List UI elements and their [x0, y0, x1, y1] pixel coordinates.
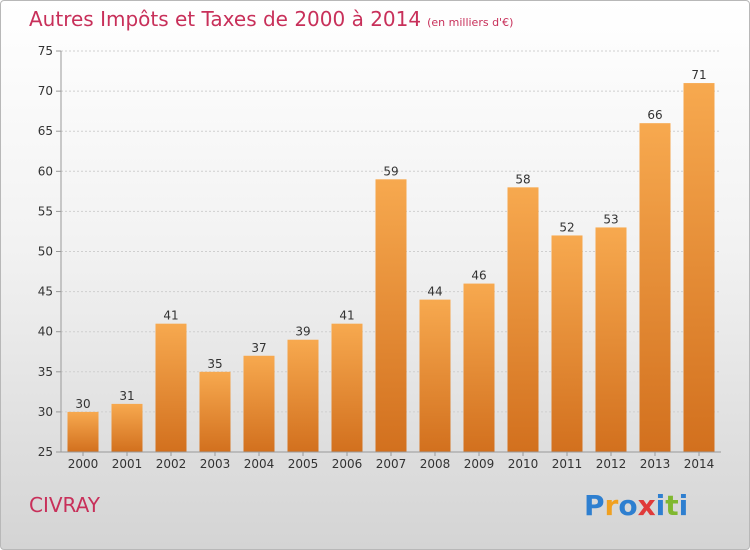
y-tick-label: 65: [38, 124, 53, 138]
bar-value-label: 31: [119, 389, 134, 403]
bar-value-label: 44: [427, 285, 442, 299]
x-tick-label: 2001: [112, 457, 143, 471]
bar: [507, 187, 539, 452]
bar-value-label: 53: [603, 212, 618, 226]
x-tick-label: 2005: [288, 457, 319, 471]
labels: 25 30 35 40 45 50 55 60 65 70 75 30 2000 31 2001 41 2002…: [38, 44, 715, 471]
x-tick-label: 2013: [640, 457, 671, 471]
y-tick-label: 30: [38, 405, 53, 419]
bar-value-label: 30: [75, 397, 90, 411]
x-tick-label: 2004: [244, 457, 275, 471]
y-tick-label: 70: [38, 84, 53, 98]
logo-letter: i: [678, 489, 689, 522]
logo-letter: x: [637, 489, 656, 522]
bar: [287, 339, 319, 452]
bar: [683, 83, 715, 452]
bar-value-label: 58: [515, 172, 530, 186]
bar: [551, 235, 583, 452]
x-tick-label: 2008: [420, 457, 451, 471]
y-tick-label: 60: [38, 164, 53, 178]
bar-value-label: 71: [691, 68, 706, 82]
chart-title-text: Autres Impôts et Taxes de 2000 à 2014: [29, 7, 422, 31]
y-tick-label: 50: [38, 245, 53, 259]
chart-unit-label: (en milliers d'€): [427, 16, 514, 29]
bar: [67, 411, 99, 452]
bar-value-label: 37: [251, 341, 266, 355]
bar: [375, 179, 407, 452]
x-tick-label: 2014: [684, 457, 715, 471]
logo-letter: i: [655, 489, 666, 522]
bar-value-label: 41: [163, 309, 178, 323]
bar-value-label: 52: [559, 220, 574, 234]
x-tick-label: 2003: [200, 457, 231, 471]
bar: [243, 355, 275, 452]
bar: [111, 403, 143, 452]
logo-letter: P: [584, 489, 605, 522]
y-tick-label: 40: [38, 325, 53, 339]
x-tick-label: 2006: [332, 457, 363, 471]
y-tick-label: 25: [38, 445, 53, 459]
x-tick-label: 2007: [376, 457, 407, 471]
axes: [56, 50, 721, 456]
x-tick-label: 2011: [552, 457, 583, 471]
x-tick-label: 2009: [464, 457, 495, 471]
bar-value-label: 59: [383, 164, 398, 178]
bar: [419, 299, 451, 452]
x-tick-label: 2002: [156, 457, 187, 471]
bar: [639, 123, 671, 453]
y-tick-label: 55: [38, 204, 53, 218]
x-tick-label: 2012: [596, 457, 627, 471]
bar-value-label: 46: [471, 269, 486, 283]
bar-value-label: 66: [647, 108, 662, 122]
bar-value-label: 39: [295, 325, 310, 339]
bar: [595, 227, 627, 452]
bar-value-label: 35: [207, 357, 222, 371]
bar: [463, 283, 495, 452]
logo-letter: o: [618, 489, 638, 522]
bar: [155, 323, 187, 452]
bar: [199, 371, 231, 452]
logo-letter: r: [604, 489, 619, 522]
y-tick-label: 35: [38, 365, 53, 379]
proxiti-logo: Proxiti: [584, 489, 688, 522]
y-tick-label: 45: [38, 285, 53, 299]
y-tick-label: 75: [38, 44, 53, 58]
x-tick-label: 2010: [508, 457, 539, 471]
bar: [331, 323, 363, 452]
bars: [67, 83, 715, 453]
logo-letter: t: [665, 489, 679, 522]
bar-value-label: 41: [339, 309, 354, 323]
chart-title: Autres Impôts et Taxes de 2000 à 2014 (en…: [29, 7, 513, 31]
x-tick-label: 2000: [68, 457, 99, 471]
commune-name: CIVRAY: [29, 493, 100, 517]
